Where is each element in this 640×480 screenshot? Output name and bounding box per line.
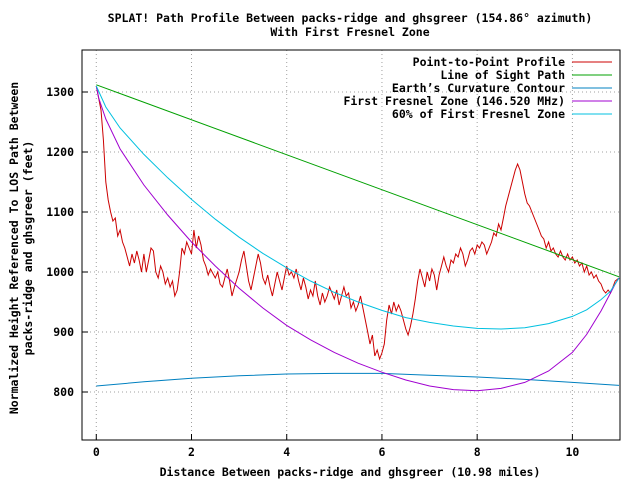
y-tick-label: 1200 (46, 145, 74, 159)
grid-lines (82, 50, 620, 440)
y-tick-label: 1300 (46, 85, 74, 99)
y-tick-label: 800 (53, 385, 74, 399)
legend-label-fresnel: First Fresnel Zone (146.520 MHz) (343, 94, 565, 108)
chart-title: SPLAT! Path Profile Between packs-ridge … (108, 11, 593, 25)
series-line-0 (95, 85, 620, 361)
chart-subtitle: With First Fresnel Zone (270, 25, 429, 39)
plot-frame (81, 49, 621, 441)
x-tick-label: 2 (188, 445, 195, 459)
series-line-2 (96, 372, 620, 387)
legend-label-profile: Point-to-Point Profile (413, 55, 565, 69)
legend-label-curvature: Earth’s Curvature Contour (392, 81, 565, 95)
series-line-3 (95, 85, 620, 392)
x-tick-label: 6 (378, 445, 385, 459)
series-group (95, 84, 620, 392)
y-tick-label: 900 (53, 325, 74, 339)
y-axis-label-line-2: packs-ridge and ghsgreer (feet) (21, 141, 35, 356)
x-tick-label: 8 (474, 445, 481, 459)
axis-ticks: 0 2 4 6 8 10 800 900 1000 1100 1200 1300 (46, 85, 579, 459)
x-tick-label: 0 (93, 445, 100, 459)
series-line-1 (96, 84, 620, 278)
series-line-4 (95, 85, 620, 330)
legend: Point-to-Point Profile Line of Sight Pat… (343, 55, 612, 121)
y-tick-label: 1000 (46, 265, 74, 279)
y-axis-label-line-1: Normalized Height Referenced To LOS Path… (7, 82, 21, 414)
legend-label-los: Line of Sight Path (440, 68, 565, 82)
y-tick-label: 1100 (46, 205, 74, 219)
x-axis-label: Distance Between packs-ridge and ghsgree… (160, 465, 541, 479)
legend-label-fresnel60: 60% of First Fresnel Zone (392, 107, 565, 121)
x-tick-label: 4 (283, 445, 290, 459)
x-tick-label: 10 (565, 445, 579, 459)
